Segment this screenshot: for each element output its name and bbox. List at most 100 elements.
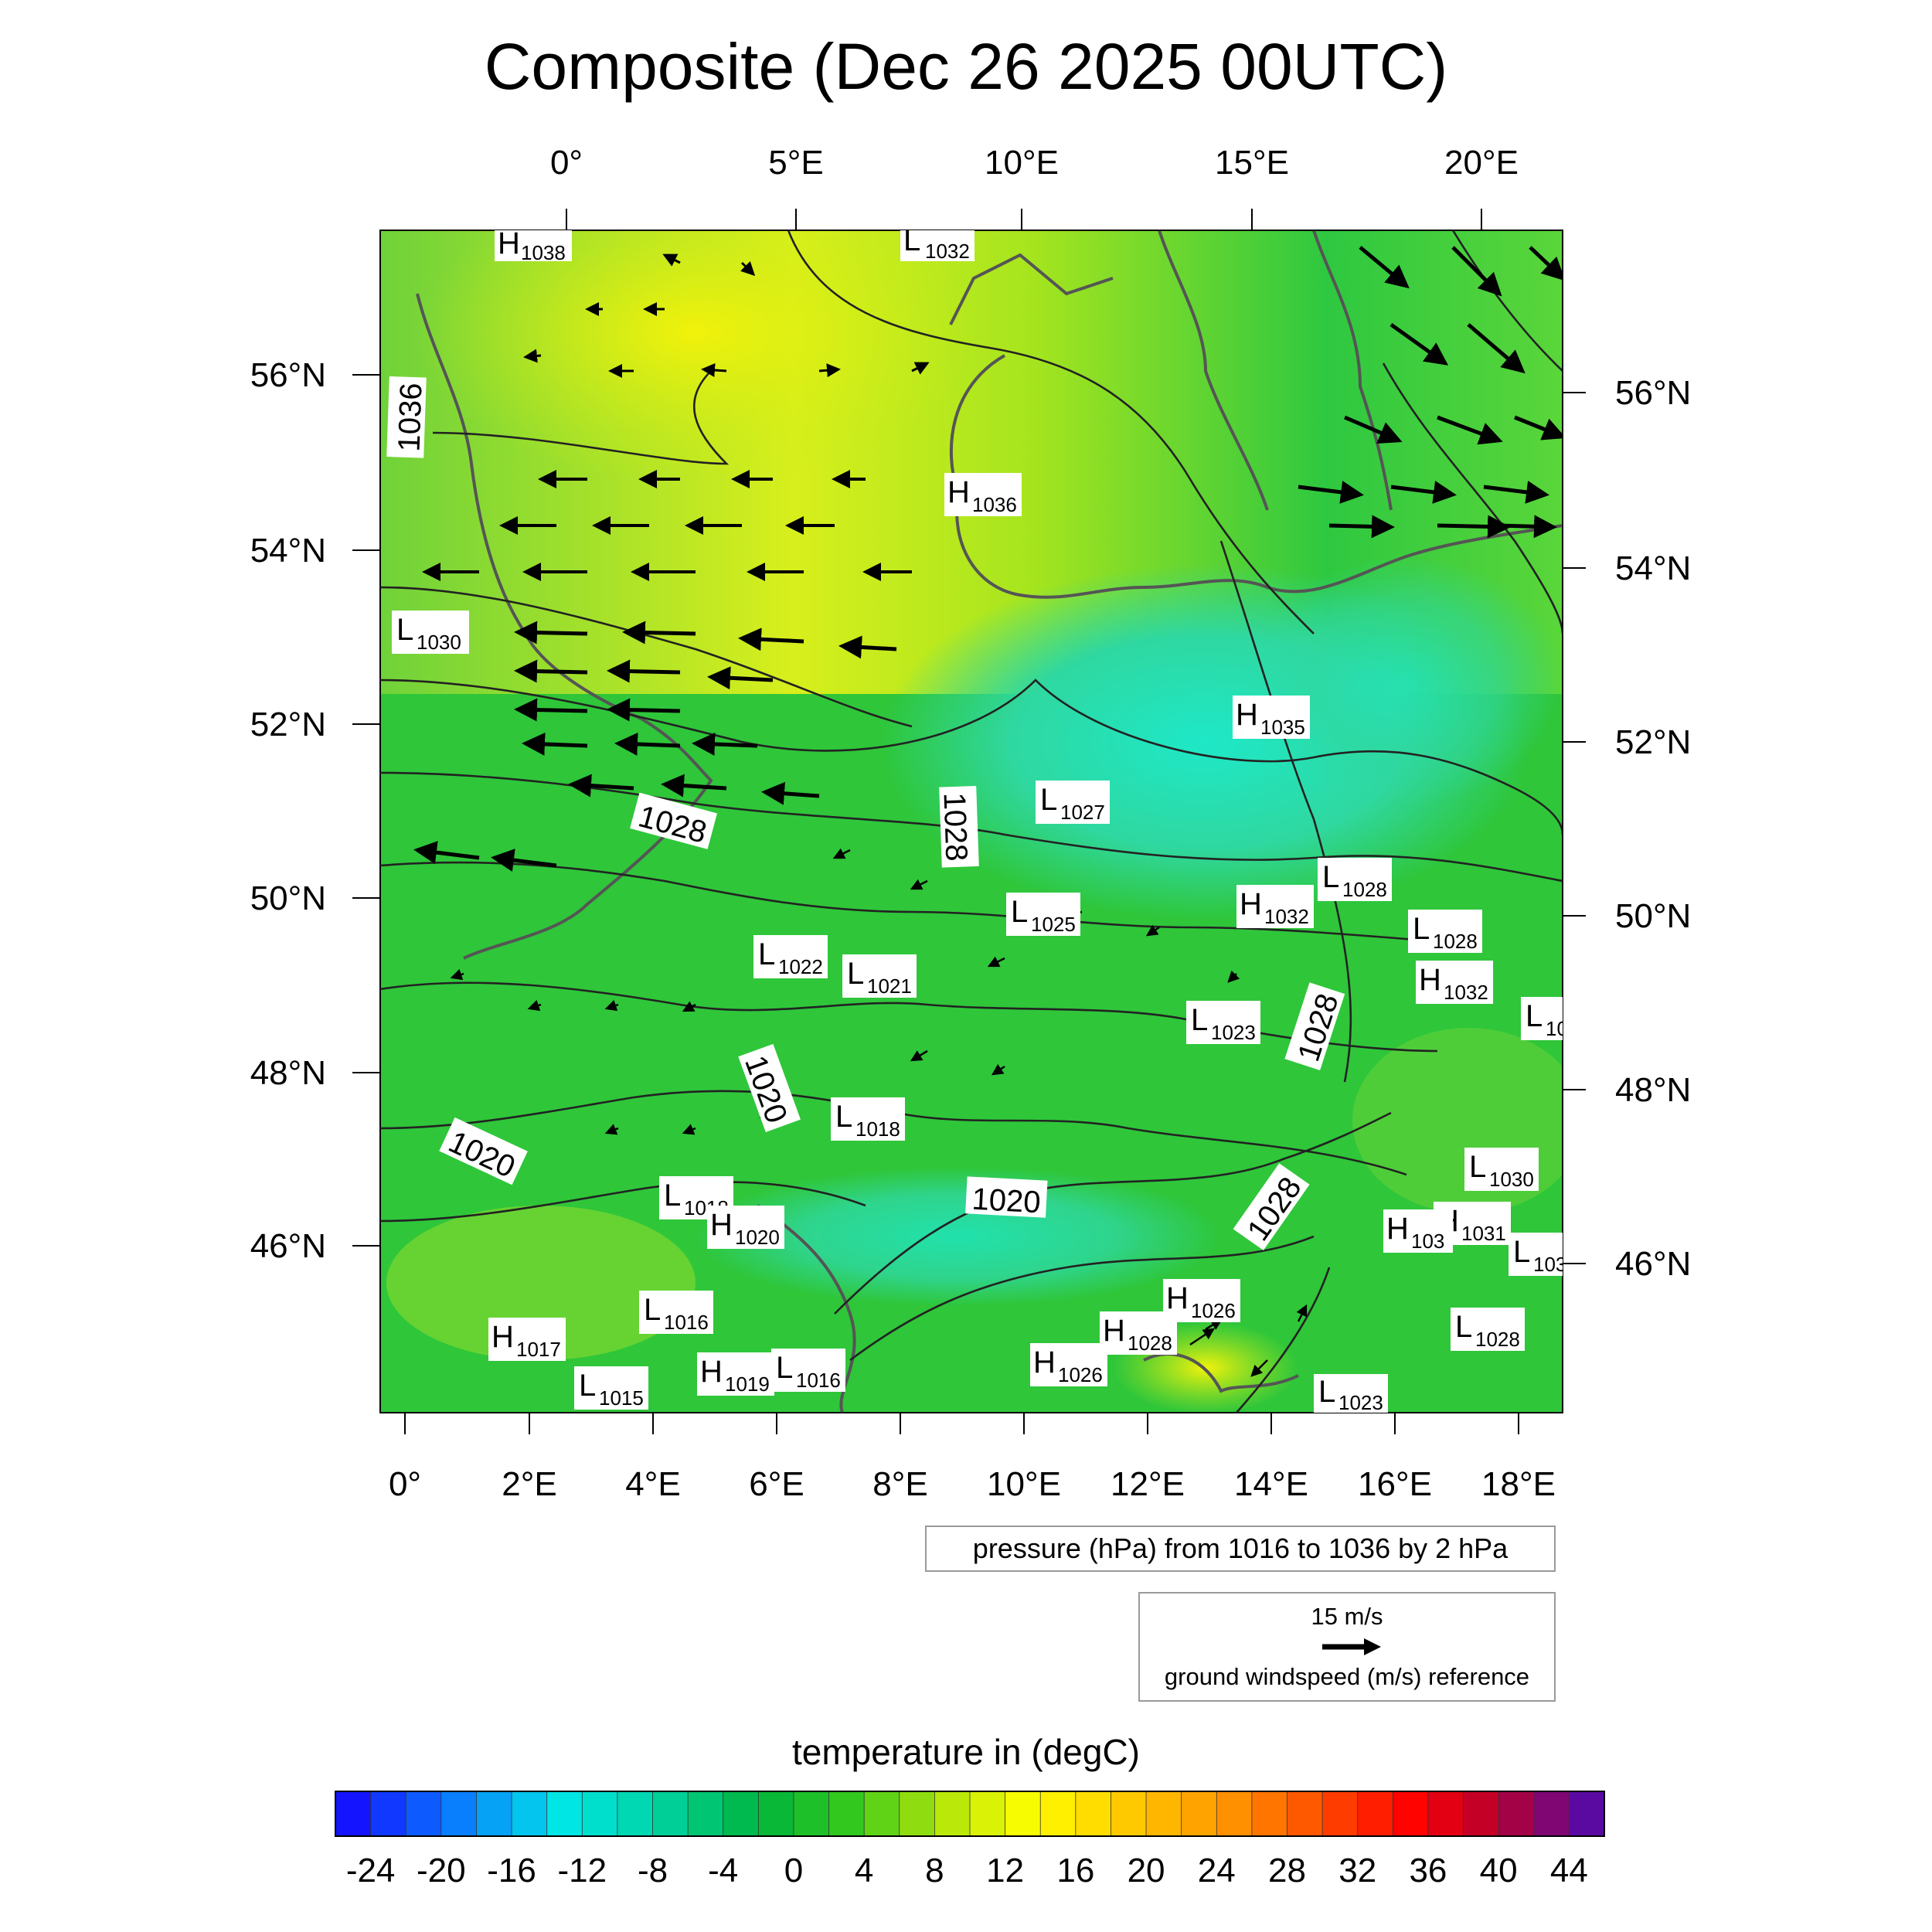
- colorbar-swatch: [440, 1791, 478, 1837]
- right-lat-tick: 52°N: [1615, 723, 1691, 761]
- right-lat-tick: 54°N: [1615, 549, 1691, 587]
- colorbar-label: 16: [1056, 1852, 1095, 1889]
- pressure-center-type: L: [1040, 783, 1057, 817]
- colorbar-label: 36: [1409, 1852, 1447, 1889]
- pressure-center-type: L: [758, 937, 775, 971]
- bottom-lon-tick: 14°E: [1234, 1465, 1308, 1503]
- bottom-lon-tick: 16°E: [1358, 1465, 1432, 1503]
- pressure-center-type: H: [1103, 1314, 1125, 1348]
- pressure-center-value: 10: [1546, 1017, 1568, 1040]
- colorbar-label: 8: [925, 1852, 944, 1889]
- pressure-center-value: 1035: [1260, 716, 1305, 739]
- bottom-lon-tick: 4°E: [625, 1465, 680, 1503]
- colorbar-outline: [335, 1791, 1605, 1837]
- pressure-center-type: L: [1526, 999, 1543, 1033]
- bottom-lon-ticks: 0° 2°E 4°E 6°E 8°E 10°E 12°E 14°E 16°E 1…: [389, 1465, 1556, 1503]
- colorbar-swatch: [1392, 1791, 1429, 1837]
- pressure-center-type: H: [947, 475, 970, 509]
- pressure-center-type: L: [1011, 895, 1028, 929]
- colorbar-label: -12: [557, 1852, 607, 1889]
- colorbar-label: 28: [1268, 1852, 1306, 1889]
- colorbar-label: 40: [1479, 1852, 1518, 1889]
- pressure-center-type: H: [492, 1320, 514, 1354]
- right-lat-tick: 48°N: [1615, 1071, 1691, 1109]
- colorbar-label: 44: [1549, 1852, 1588, 1889]
- colorbar-swatch: [1181, 1791, 1218, 1837]
- pressure-center-type: L: [644, 1293, 661, 1327]
- pressure-center-value: 1032: [925, 240, 970, 263]
- pressure-center-value: 1026: [1191, 1299, 1236, 1322]
- contour-label: 1028: [937, 792, 973, 862]
- pressure-center-value: 1021: [867, 975, 912, 998]
- pressure-center-type: H: [1386, 1212, 1409, 1246]
- pressure-center-value: 1032: [1264, 905, 1309, 928]
- top-lon-tick: 10°E: [985, 144, 1059, 182]
- top-lon-ticks: 0° 5°E 10°E 15°E 20°E: [550, 144, 1519, 182]
- pressure-center-type: H: [1419, 963, 1441, 997]
- right-lat-tick: 56°N: [1615, 374, 1691, 412]
- bottom-lon-tick: 6°E: [749, 1465, 804, 1503]
- colorbar-swatch: [1463, 1791, 1500, 1837]
- bottom-lon-tick: 0°: [389, 1465, 421, 1503]
- pressure-center-value: 1031: [1461, 1222, 1506, 1245]
- pressure-center-type: L: [1455, 1310, 1472, 1344]
- colorbar-label: -16: [487, 1852, 536, 1889]
- colorbar-swatch: [1251, 1791, 1288, 1837]
- colorbar-label: 0: [784, 1852, 804, 1889]
- pressure-center-value: 1032: [1444, 981, 1488, 1004]
- colorbar-swatch: [1568, 1791, 1605, 1837]
- pressure-center-value: 1019: [725, 1372, 770, 1396]
- pressure-info-text: pressure (hPa) from 1016 to 1036 by 2 hP…: [972, 1532, 1509, 1564]
- wind-reference-caption: ground windspeed (m/s) reference: [1164, 1663, 1530, 1690]
- colorbar-swatch: [1357, 1791, 1394, 1837]
- pressure-center-value: 1020: [735, 1226, 780, 1249]
- colorbar-swatch: [863, 1791, 900, 1837]
- pressure-center-value: 103: [1411, 1230, 1444, 1253]
- wind-reference-arrow-icon: [1322, 1638, 1381, 1655]
- pressure-center-value: 1028: [1128, 1332, 1172, 1355]
- colorbar-swatch: [1039, 1791, 1077, 1837]
- pressure-center-value: 1036: [972, 493, 1017, 516]
- colorbar-label: -20: [417, 1852, 466, 1889]
- colorbar-swatch: [617, 1791, 654, 1837]
- colorbar-label: 24: [1197, 1852, 1236, 1889]
- left-lat-tick: 52°N: [250, 706, 326, 743]
- bottom-lon-tick: 18°E: [1481, 1465, 1556, 1503]
- colorbar-swatch: [1111, 1791, 1147, 1837]
- temperature-colorbar: [335, 1791, 1605, 1837]
- wind-reference-speed: 15 m/s: [1311, 1603, 1383, 1630]
- pressure-center-value: 1028: [1342, 878, 1387, 901]
- left-lat-tick: 56°N: [250, 356, 326, 394]
- colorbar-swatch: [1321, 1791, 1359, 1837]
- left-lat-tick: 50°N: [250, 879, 326, 917]
- colorbar-swatch: [652, 1791, 689, 1837]
- pressure-info-box: pressure (hPa) from 1016 to 1036 by 2 hP…: [925, 1526, 1556, 1572]
- pressure-center-value: 1015: [599, 1386, 644, 1410]
- pressure-center-type: H: [1033, 1345, 1056, 1379]
- pressure-center-value: 1028: [1433, 930, 1478, 953]
- bottom-lon-tick: 12°E: [1111, 1465, 1185, 1503]
- colorbar-label: 20: [1127, 1852, 1165, 1889]
- bottom-lon-tick: 10°E: [987, 1465, 1061, 1503]
- colorbar-label: -8: [637, 1852, 668, 1889]
- pressure-center-value: 1022: [778, 955, 823, 978]
- colorbar-swatch: [757, 1791, 794, 1837]
- map-title: Composite (Dec 26 2025 00UTC): [484, 30, 1448, 103]
- pressure-center-value: 103: [1533, 1253, 1566, 1276]
- colorbar-swatch: [1005, 1791, 1042, 1837]
- colorbar-swatch: [687, 1791, 724, 1837]
- pressure-center-type: L: [1513, 1235, 1530, 1269]
- bottom-lon-tick: 8°E: [872, 1465, 927, 1503]
- pressure-center-type: H: [1166, 1281, 1189, 1315]
- right-lat-tick: 46°N: [1615, 1245, 1691, 1283]
- pressure-center-value: 1016: [796, 1369, 841, 1392]
- left-lat-tick: 48°N: [250, 1054, 326, 1092]
- left-lat-tick: 46°N: [250, 1227, 326, 1265]
- pressure-center-type: L: [579, 1369, 596, 1403]
- top-lon-tick: 0°: [550, 144, 583, 182]
- pressure-center-value: 1018: [855, 1117, 900, 1141]
- pressure-center-value: 1023: [1338, 1391, 1383, 1414]
- pressure-center-value: 1026: [1058, 1363, 1103, 1386]
- colorbar-swatch: [899, 1791, 936, 1837]
